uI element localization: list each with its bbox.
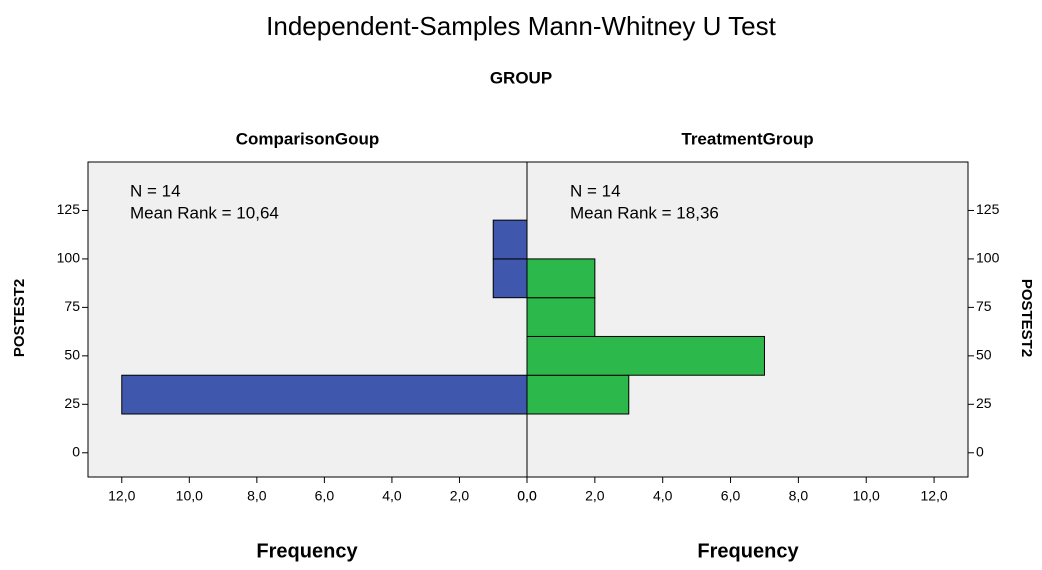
- y-tick-label: 125: [57, 201, 81, 217]
- annotation: N = 14: [130, 181, 181, 200]
- x-tick-label: 8,0: [247, 488, 267, 504]
- y-axis-label: POSTEST2: [1018, 279, 1035, 357]
- y-tick-label: 100: [57, 250, 81, 266]
- x-tick-label: 12,0: [920, 488, 947, 504]
- x-axis-label: Frequency: [256, 540, 358, 562]
- bar: [121, 374, 528, 415]
- y-tick-label: 0: [72, 443, 80, 459]
- y-tick-label: 125: [976, 201, 1000, 217]
- x-tick-label: 0,0: [517, 488, 537, 504]
- annotation: Mean Rank = 10,64: [130, 203, 279, 222]
- y-axis-label: POSTEST2: [11, 279, 28, 357]
- y-tick-label: 25: [64, 395, 80, 411]
- y-tick-label: 0: [976, 443, 984, 459]
- annotation: N = 14: [570, 181, 621, 200]
- y-tick-label: 75: [976, 298, 992, 314]
- y-tick-label: 75: [64, 298, 80, 314]
- x-tick-label: 2,0: [450, 488, 470, 504]
- bar: [526, 374, 630, 415]
- x-axis-label: Frequency: [697, 540, 799, 562]
- x-tick-label: 0,0: [517, 488, 537, 504]
- chart-subtitle: GROUP: [490, 68, 552, 87]
- panel-title: TreatmentGroup: [681, 129, 813, 148]
- x-tick-label: 8,0: [789, 488, 809, 504]
- bar: [526, 258, 596, 299]
- bar: [526, 335, 765, 376]
- x-tick-label: 6,0: [315, 488, 335, 504]
- x-tick-label: 4,0: [382, 488, 402, 504]
- x-tick-label: 10,0: [853, 488, 880, 504]
- x-tick-label: 10,0: [176, 488, 203, 504]
- y-tick-label: 50: [976, 347, 992, 363]
- x-tick-label: 4,0: [653, 488, 673, 504]
- y-tick-label: 100: [976, 250, 1000, 266]
- bar: [526, 297, 596, 337]
- annotation: Mean Rank = 18,36: [570, 203, 719, 222]
- x-tick-label: 2,0: [585, 488, 605, 504]
- y-tick-label: 50: [64, 347, 80, 363]
- chart-title: Independent-Samples Mann-Whitney U Test: [266, 11, 776, 41]
- x-tick-label: 12,0: [108, 488, 135, 504]
- panel-title: ComparisonGoup: [236, 129, 380, 148]
- bar: [492, 258, 528, 299]
- bar: [492, 219, 528, 260]
- y-tick-label: 25: [976, 395, 992, 411]
- x-tick-label: 6,0: [721, 488, 741, 504]
